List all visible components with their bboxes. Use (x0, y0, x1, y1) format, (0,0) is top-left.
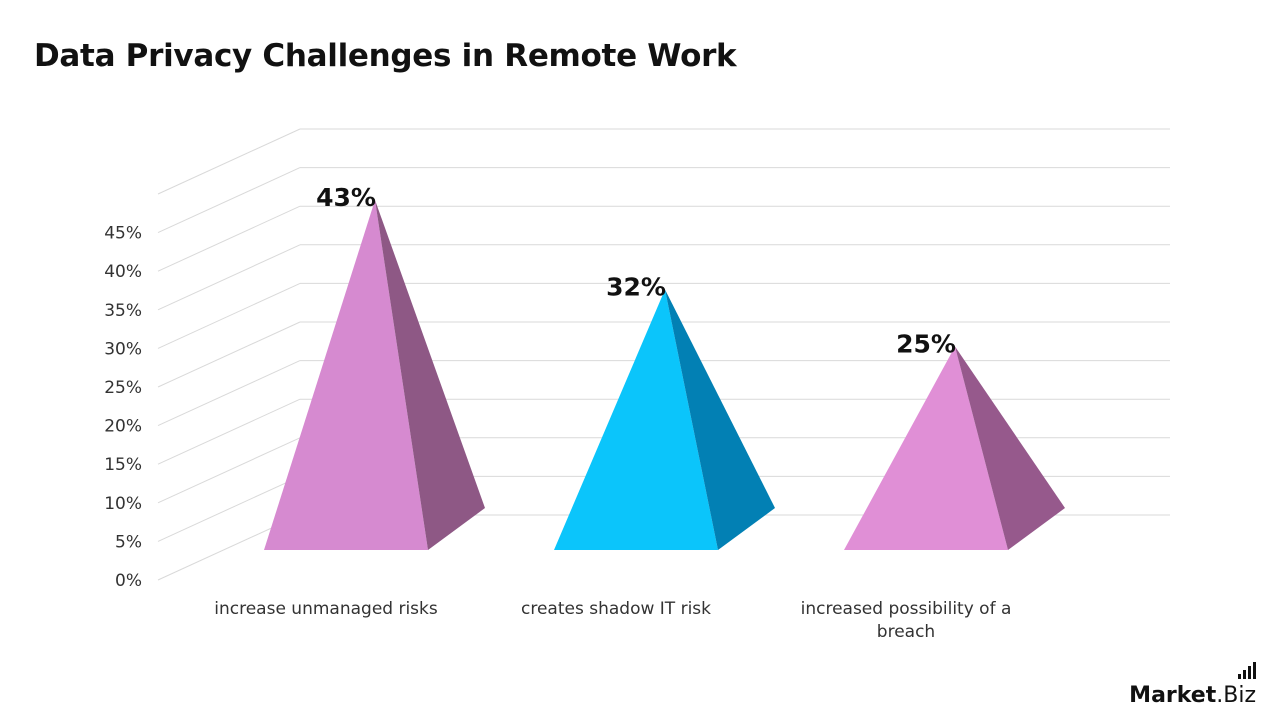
data-label: 25% (896, 330, 956, 359)
chart-title: Data Privacy Challenges in Remote Work (34, 38, 737, 74)
gridline-diagonal (157, 244, 301, 311)
gridline-diagonal (157, 437, 301, 504)
gridline-diagonal (157, 282, 301, 349)
y-tick-label: 15% (104, 455, 142, 475)
pyramid-front-face (844, 346, 1008, 550)
y-tick-label: 35% (104, 301, 142, 321)
y-tick-label: 30% (104, 339, 142, 359)
y-tick-label: 0% (115, 571, 142, 591)
category-label: increased possibility of a breach (801, 599, 1012, 642)
y-axis-ticks: 0% 5% 10% 15% 20% 25% 30% 35% 40% 45% (104, 224, 142, 591)
category-label: increase unmanaged risks (214, 599, 438, 619)
pyramid-side-face (665, 289, 775, 550)
y-tick-label: 5% (115, 532, 142, 552)
brand-name-bold: Market (1129, 683, 1217, 708)
data-label: 43% (316, 183, 376, 212)
y-tick-label: 25% (104, 378, 142, 398)
pyramid-side-face (955, 346, 1065, 550)
gridline-diagonal (157, 360, 301, 427)
data-label: 32% (606, 273, 666, 302)
category-label: creates shadow IT risk (521, 599, 711, 619)
brand-bars-icon (1238, 662, 1256, 679)
pyramid-front-face (554, 289, 718, 550)
pyramid-front-face (264, 200, 428, 550)
gridline-diagonal (157, 205, 301, 272)
category-labels: increase unmanaged risks creates shadow I… (214, 599, 1011, 642)
y-tick-label: 20% (104, 417, 142, 437)
y-tick-label: 45% (104, 224, 142, 244)
pyramid-side-face (375, 200, 485, 550)
brand-logo: Market .Biz (1129, 683, 1256, 708)
bars (264, 200, 1065, 550)
brand-name-light: .Biz (1216, 683, 1256, 708)
y-tick-label: 40% (104, 262, 142, 282)
gridline-diagonal (157, 398, 301, 465)
gridline-diagonal (157, 167, 301, 234)
gridline-diagonal (157, 128, 301, 195)
gridline-diagonal (157, 475, 301, 542)
gridline-diagonal (157, 321, 301, 388)
y-tick-label: 10% (104, 494, 142, 514)
data-labels: 43% 32% 25% (316, 183, 956, 359)
